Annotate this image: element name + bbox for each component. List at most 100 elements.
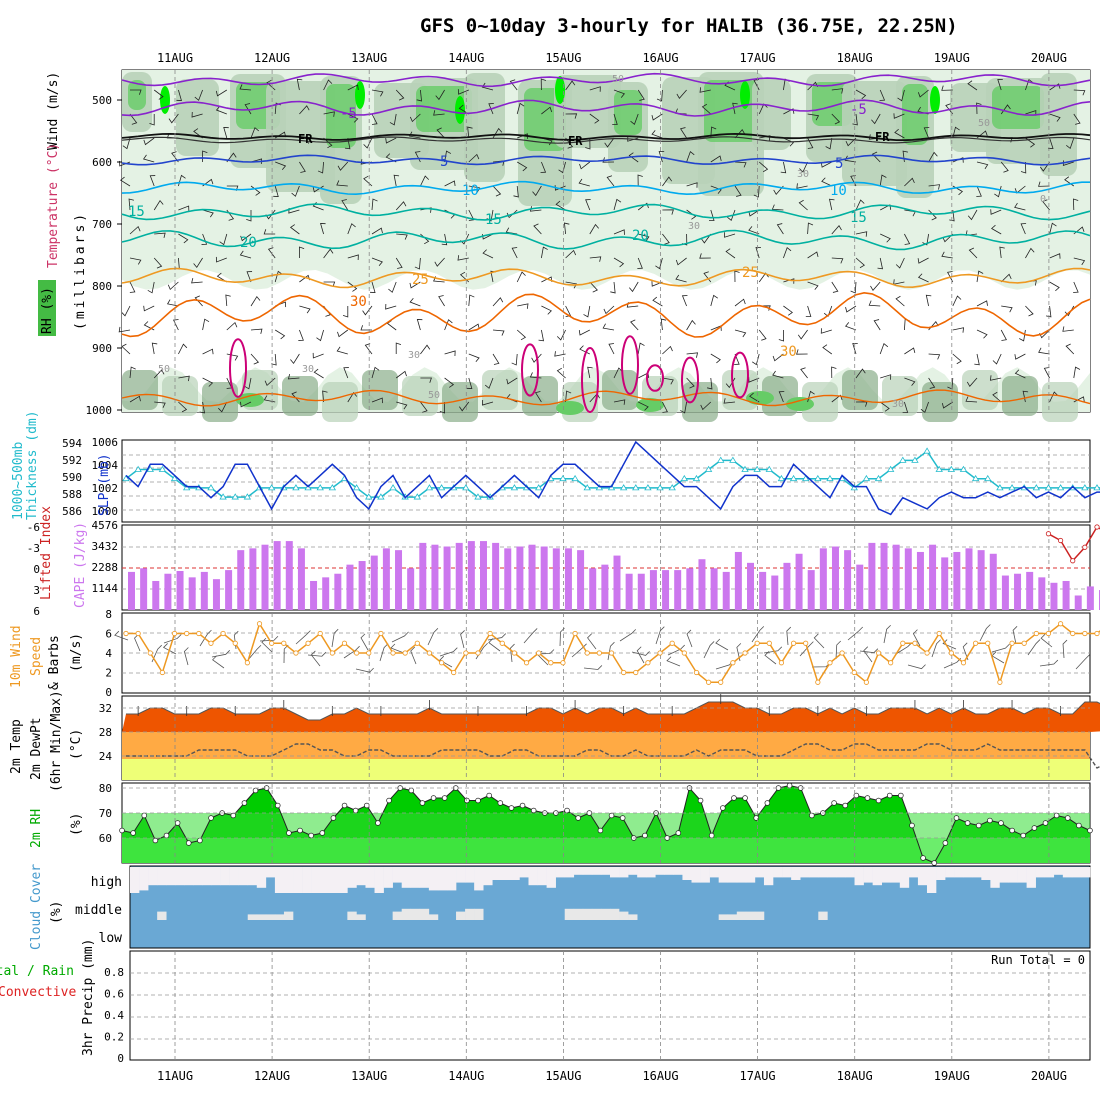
slp-line bbox=[125, 440, 1100, 516]
wind-barb bbox=[409, 113, 421, 123]
rh-core bbox=[930, 86, 940, 114]
cloud-high-clear bbox=[646, 867, 656, 878]
thickness-marker bbox=[959, 465, 968, 472]
wind-barb bbox=[167, 281, 179, 291]
wind-barb bbox=[686, 151, 695, 163]
cape-bar bbox=[613, 555, 621, 610]
wind-barb bbox=[121, 305, 131, 317]
wind-barb bbox=[565, 249, 577, 259]
cape-bar bbox=[904, 548, 912, 610]
wind-speed-marker bbox=[900, 640, 906, 646]
wind-barb bbox=[880, 233, 891, 243]
precip-panel: 0.8 0.6 0.4 0.2 0 Run Total = 0 Total / Rain… bbox=[0, 939, 1091, 1065]
lifted-index-marker bbox=[1045, 531, 1052, 537]
wind-barb bbox=[831, 366, 837, 379]
date-label-bottom: 13AUG bbox=[351, 1069, 387, 1083]
rh-marker bbox=[230, 812, 237, 819]
wind-barb bbox=[893, 113, 905, 119]
wind-barb bbox=[725, 248, 736, 259]
cloud-high-clear bbox=[175, 867, 185, 886]
cloud-high-clear bbox=[293, 867, 303, 893]
wind-barb bbox=[538, 329, 544, 342]
cloud-high-clear bbox=[419, 867, 430, 888]
thickness-marker bbox=[510, 484, 519, 491]
surface-barb bbox=[786, 626, 792, 646]
surface-barb bbox=[162, 643, 177, 655]
rh-marker bbox=[942, 840, 949, 846]
cloud-high-clear bbox=[791, 867, 801, 880]
magenta-contour bbox=[731, 351, 749, 399]
rh-low-core bbox=[786, 397, 814, 411]
contour-15 bbox=[121, 203, 1091, 221]
rh-low-patch bbox=[442, 382, 478, 422]
wind-barb bbox=[734, 329, 747, 338]
wind-barb bbox=[468, 294, 475, 307]
lifted-index-marker bbox=[1082, 544, 1088, 550]
rh-low-core bbox=[556, 401, 584, 415]
cloud-unit: (%) bbox=[49, 901, 64, 924]
thickness-marker bbox=[765, 465, 773, 472]
rh-marker bbox=[842, 802, 848, 809]
cloud-high-clear bbox=[1008, 867, 1018, 883]
cloud-high-clear bbox=[800, 867, 810, 878]
pressure-tick-label: 800 bbox=[92, 280, 112, 293]
wind-barb bbox=[610, 281, 616, 294]
rh-marker bbox=[186, 840, 192, 846]
temp-contour-label: 10 bbox=[462, 183, 479, 199]
cloud-high-clear bbox=[782, 867, 792, 878]
cloud-high-clear bbox=[320, 867, 330, 893]
rh-low-core bbox=[236, 393, 264, 407]
rh-core bbox=[555, 76, 565, 104]
surface-barb bbox=[1040, 633, 1053, 648]
wind-barb bbox=[656, 89, 663, 102]
cape-bar bbox=[734, 551, 742, 610]
cape-bar bbox=[443, 546, 451, 610]
slp-grid bbox=[122, 440, 1090, 522]
rh-marker bbox=[174, 820, 181, 826]
rh-axis-label: RH (%) bbox=[40, 287, 55, 334]
wind-barb bbox=[250, 158, 263, 164]
wind-barb bbox=[362, 305, 373, 316]
wind-barb bbox=[990, 224, 1002, 235]
cloud-mid-clear bbox=[274, 914, 285, 920]
wind-barb bbox=[492, 185, 502, 197]
wind-barb bbox=[287, 374, 300, 380]
wind-speed-marker bbox=[1094, 630, 1100, 637]
wind-speed-marker bbox=[912, 640, 918, 646]
cloud-high-clear bbox=[211, 867, 221, 886]
wind-barb bbox=[459, 401, 470, 412]
thickness-line bbox=[125, 450, 1100, 498]
wind-barb bbox=[444, 377, 455, 388]
wind-barb bbox=[630, 113, 639, 125]
pressure-tick-label: 700 bbox=[92, 218, 112, 231]
wind-barb bbox=[468, 185, 481, 193]
thickness-marker bbox=[1044, 484, 1053, 491]
wind-speed-marker bbox=[220, 630, 226, 637]
cloud-high-clear bbox=[220, 867, 230, 886]
wind-speed-marker bbox=[608, 650, 615, 656]
wind-speed-marker bbox=[147, 650, 153, 656]
wind-barb bbox=[680, 401, 687, 414]
li-tick: 6 bbox=[33, 605, 40, 618]
rh-low-core bbox=[636, 398, 664, 412]
slp-thickness-panel: 594 592 590 588 586 1006 1004 1002 1000 1000~500… bbox=[11, 410, 1100, 523]
cloud-high-clear bbox=[537, 867, 547, 886]
wind-barb bbox=[772, 370, 784, 379]
wind-barb bbox=[317, 161, 324, 174]
cloud-high-clear bbox=[184, 867, 194, 886]
wind-barb bbox=[748, 209, 760, 217]
wind-barb bbox=[967, 80, 978, 91]
wind-speed-marker bbox=[960, 660, 967, 666]
wind-barb bbox=[313, 368, 324, 379]
wind-label-2: Speed bbox=[29, 637, 44, 676]
wind-barb bbox=[799, 161, 808, 173]
magenta-contour bbox=[521, 343, 539, 397]
precip-tick: 0.4 bbox=[104, 1009, 124, 1022]
thickness-marker bbox=[717, 456, 725, 463]
cape-bar bbox=[1026, 571, 1034, 610]
rh-core bbox=[740, 81, 750, 109]
wind-barb bbox=[316, 329, 324, 342]
rh2m-label: 2m RH bbox=[29, 809, 44, 848]
cape-bar bbox=[164, 573, 172, 610]
thickness-marker bbox=[559, 474, 567, 482]
